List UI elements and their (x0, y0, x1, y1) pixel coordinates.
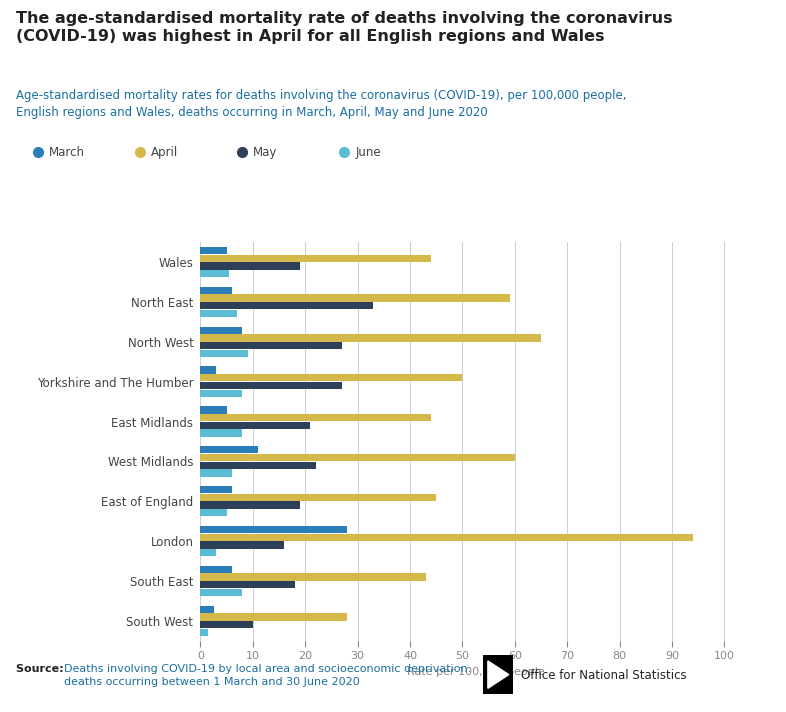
Bar (200, 581, 295, 589)
Bar (200, 493, 436, 501)
Bar (200, 287, 232, 294)
Bar (200, 541, 285, 549)
Bar (200, 469, 232, 476)
X-axis label: Rate per 100,000 people: Rate per 100,000 people (406, 666, 545, 677)
Polygon shape (488, 661, 509, 689)
Bar (200, 549, 216, 556)
Bar (200, 407, 226, 414)
Bar (200, 247, 226, 254)
Bar (200, 334, 541, 342)
Bar (200, 302, 373, 310)
Bar (200, 509, 226, 516)
Text: April: April (151, 146, 178, 159)
Text: The age-standardised mortality rate of deaths involving the coronavirus
(COVID-1: The age-standardised mortality rate of d… (16, 11, 672, 44)
Bar (200, 422, 310, 429)
Text: Source:: Source: (16, 664, 68, 674)
Bar (200, 262, 300, 270)
Bar (200, 573, 426, 581)
Bar (200, 613, 347, 621)
Bar (200, 629, 208, 636)
Bar (200, 454, 515, 461)
Bar (200, 621, 253, 629)
Bar (200, 429, 242, 436)
Bar (200, 342, 342, 350)
Text: June: June (355, 146, 381, 159)
Bar (200, 367, 216, 374)
Text: Age-standardised mortality rates for deaths involving the coronavirus (COVID-19): Age-standardised mortality rates for dea… (16, 89, 626, 119)
Bar (200, 254, 431, 262)
Text: Office for National Statistics: Office for National Statistics (521, 669, 687, 682)
Bar (200, 294, 509, 302)
Bar (200, 414, 431, 422)
Bar (200, 501, 300, 509)
Bar (200, 606, 214, 613)
Bar (200, 533, 693, 541)
Bar (200, 461, 316, 469)
Bar (200, 382, 342, 389)
Bar (200, 589, 242, 596)
Bar (200, 526, 347, 533)
Bar (200, 270, 230, 277)
Text: March: March (49, 146, 85, 159)
Text: May: May (253, 146, 277, 159)
Bar (200, 310, 237, 317)
Bar (200, 389, 242, 397)
Bar (200, 350, 248, 357)
Text: Deaths involving COVID-19 by local area and socioeconomic deprivation:
deaths oc: Deaths involving COVID-19 by local area … (64, 664, 472, 687)
Bar (200, 566, 232, 573)
Bar (200, 327, 242, 334)
Bar (200, 486, 232, 493)
Bar (200, 374, 462, 382)
Bar (200, 446, 258, 454)
